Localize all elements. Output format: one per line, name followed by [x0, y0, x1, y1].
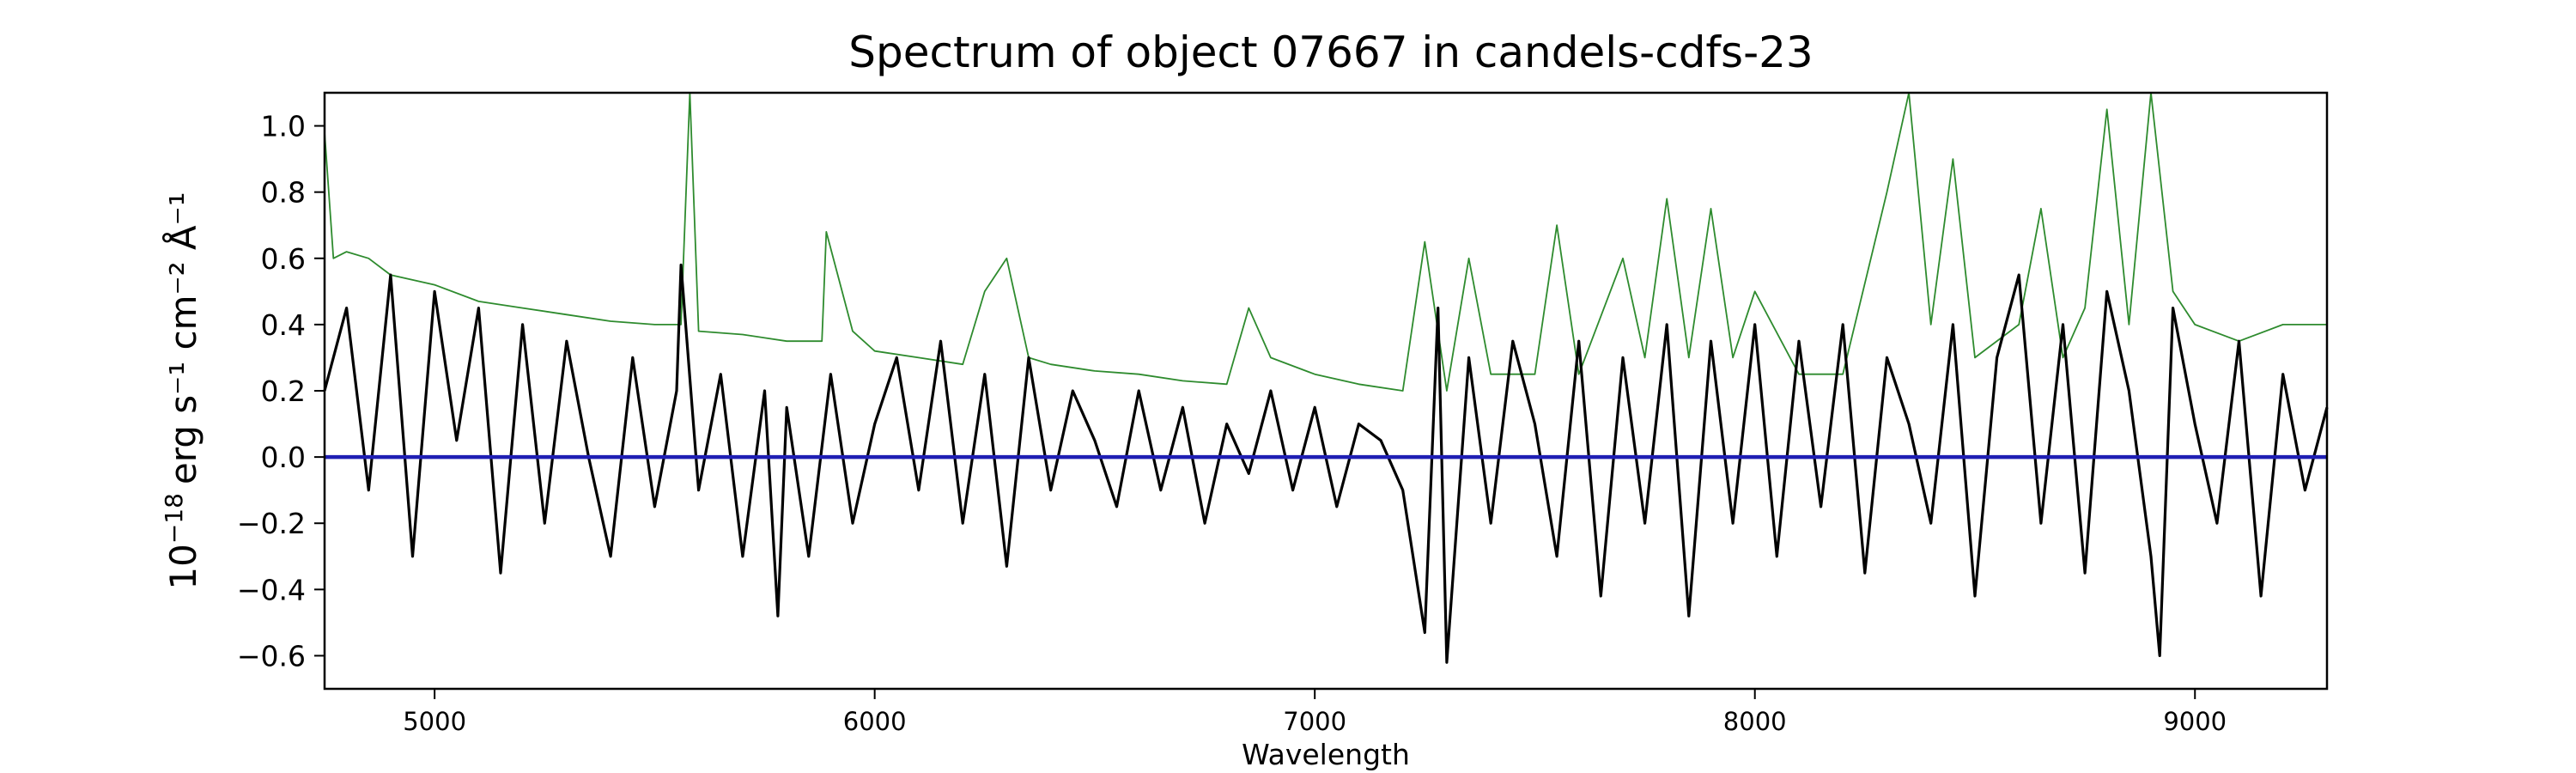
x-axis-label: Wavelength	[1242, 738, 1410, 771]
plot-lines	[323, 92, 2329, 664]
x-tick-label: 5000	[403, 707, 466, 736]
x-tick-label: 7000	[1283, 707, 1346, 736]
x-tick-label: 6000	[843, 707, 907, 736]
y-tick-label: 0.4	[261, 308, 306, 342]
x-tick-label: 8000	[1723, 707, 1787, 736]
y-axis-label: 10−18 erg s⁻¹ cm⁻² Å⁻¹	[160, 192, 204, 589]
y-axis-label-exponent: −18	[160, 493, 188, 544]
plot-frame	[323, 91, 2329, 691]
y-tick-label: 0.2	[261, 374, 306, 408]
y-axis-label-base: 10	[162, 544, 204, 589]
series-line-flux	[323, 263, 2329, 664]
y-tick-label: 1.0	[261, 110, 306, 143]
y-tick-label: 0.0	[261, 441, 306, 474]
y-tick-label: 0.6	[261, 242, 306, 276]
series-line-noise	[324, 92, 2327, 392]
y-tick-label: −0.2	[237, 507, 306, 540]
y-tick-label: −0.4	[237, 573, 306, 606]
y-axis-ticks: −0.6 −0.4 −0.2 0.0 0.2 0.4 0.6 0.8 1.0	[237, 110, 325, 673]
y-tick-label: −0.6	[237, 639, 306, 673]
y-tick-label: 0.8	[261, 176, 306, 210]
x-axis-ticks: 5000 6000 7000 8000 9000	[403, 689, 2227, 736]
x-tick-label: 9000	[2163, 707, 2227, 736]
chart-title: Spectrum of object 07667 in candels-cdfs…	[848, 27, 1814, 77]
y-axis-label-units: erg s⁻¹ cm⁻² Å⁻¹	[161, 192, 204, 484]
